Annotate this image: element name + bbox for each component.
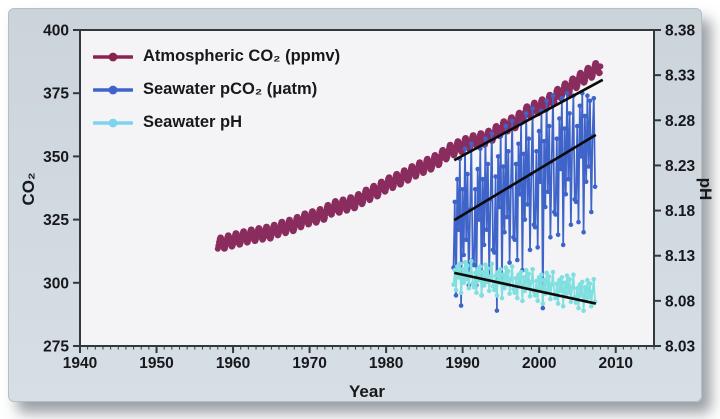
svg-text:8.18: 8.18 xyxy=(665,203,696,220)
legend-label: Seawater pCO₂ (μatm) xyxy=(143,80,318,98)
svg-text:8.08: 8.08 xyxy=(665,293,696,310)
svg-text:350: 350 xyxy=(43,149,69,166)
svg-text:275: 275 xyxy=(43,339,69,356)
legend: Atmospheric CO₂ (ppmv) Seawater pCO₂ (μa… xyxy=(93,40,340,139)
svg-text:400: 400 xyxy=(43,23,69,40)
line-dot-marker-icon xyxy=(93,118,133,127)
svg-text:8.33: 8.33 xyxy=(665,68,696,85)
legend-label: Atmospheric CO₂ (ppmv) xyxy=(143,47,341,65)
svg-text:1960: 1960 xyxy=(216,355,250,372)
svg-text:375: 375 xyxy=(43,86,69,103)
line-dot-marker-icon xyxy=(93,85,133,94)
svg-text:1980: 1980 xyxy=(369,355,403,372)
svg-text:325: 325 xyxy=(43,212,69,229)
legend-item-seawater-ph: Seawater pH xyxy=(93,106,340,139)
svg-text:8.13: 8.13 xyxy=(665,248,696,265)
svg-text:2000: 2000 xyxy=(522,355,556,372)
legend-item-atmospheric-co2: Atmospheric CO₂ (ppmv) xyxy=(93,40,340,73)
x-axis-title: Year xyxy=(349,382,385,401)
line-dot-marker-icon xyxy=(93,52,133,61)
svg-text:300: 300 xyxy=(43,275,69,292)
svg-text:1940: 1940 xyxy=(63,355,97,372)
svg-text:2010: 2010 xyxy=(598,355,632,372)
svg-text:1950: 1950 xyxy=(139,355,173,372)
legend-item-seawater-pco2: Seawater pCO₂ (μatm) xyxy=(93,73,340,106)
svg-text:8.23: 8.23 xyxy=(665,158,696,175)
legend-label: Seawater pH xyxy=(143,113,243,131)
left-axis-title: CO₂ xyxy=(19,172,38,206)
svg-text:8.38: 8.38 xyxy=(665,23,696,40)
svg-text:1990: 1990 xyxy=(445,355,479,372)
svg-text:8.28: 8.28 xyxy=(665,113,696,130)
svg-text:8.03: 8.03 xyxy=(665,339,696,356)
chart-card: 1940 1950 1960 1970 1980 1990 2000 2010 275 300 32… xyxy=(8,8,715,402)
chart-canvas: 1940 1950 1960 1970 1980 1990 2000 2010 275 300 32… xyxy=(43,23,696,373)
right-axis-title: pH xyxy=(696,177,715,201)
svg-text:1970: 1970 xyxy=(292,355,326,372)
